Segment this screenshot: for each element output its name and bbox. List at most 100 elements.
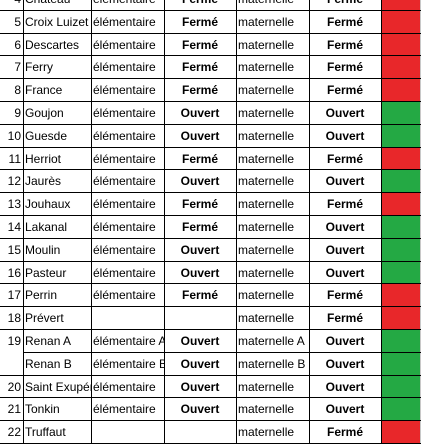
status-color-cell[interactable] xyxy=(381,124,421,148)
nursery-status-cell[interactable]: Fermé xyxy=(326,14,364,29)
elementary-status-cell[interactable]: Fermé xyxy=(181,288,219,303)
school-name-cell[interactable]: Pasteur xyxy=(25,265,67,280)
school-name-cell[interactable]: Herriot xyxy=(25,151,62,166)
school-type-cell[interactable]: élémentaire xyxy=(93,174,156,189)
row-number-cell[interactable]: 19 xyxy=(7,334,21,348)
nursery-status-cell[interactable]: Ouvert xyxy=(325,174,365,189)
elementary-status-cell[interactable]: Fermé xyxy=(181,83,219,98)
elementary-status-cell[interactable]: Ouvert xyxy=(180,128,220,143)
nursery-type-cell[interactable]: maternelle xyxy=(238,311,295,326)
school-name-cell[interactable]: Saint Exupéry xyxy=(25,379,91,394)
row-number-cell[interactable]: 9 xyxy=(14,106,21,120)
school-type-cell[interactable]: élémentaire xyxy=(93,197,156,212)
school-type-cell[interactable]: élémentaire xyxy=(93,14,156,29)
status-color-cell[interactable] xyxy=(381,375,421,399)
nursery-type-cell[interactable]: maternelle xyxy=(238,242,295,257)
nursery-status-cell[interactable]: Fermé xyxy=(326,311,364,326)
nursery-status-cell[interactable]: Fermé xyxy=(326,37,364,52)
status-color-cell[interactable] xyxy=(381,307,421,330)
row-number-cell[interactable]: 5 xyxy=(14,14,21,29)
nursery-status-cell[interactable]: Ouvert xyxy=(325,334,365,348)
elementary-status-cell[interactable]: Ouvert xyxy=(180,106,220,120)
school-type-cell[interactable]: élémentaire xyxy=(93,60,156,75)
nursery-type-cell[interactable]: maternelle B xyxy=(238,356,306,371)
nursery-type-cell[interactable]: maternelle xyxy=(238,402,295,417)
nursery-type-cell[interactable]: maternelle A xyxy=(238,334,305,348)
nursery-status-cell[interactable]: Ouvert xyxy=(325,242,365,257)
nursery-type-cell[interactable]: maternelle xyxy=(238,220,295,234)
nursery-status-cell[interactable]: Fermé xyxy=(326,83,364,98)
school-name-cell[interactable]: France xyxy=(25,83,63,98)
school-type-cell[interactable]: élémentaire xyxy=(93,151,156,166)
row-number-cell[interactable]: 14 xyxy=(7,220,21,234)
school-type-cell[interactable]: élémentaire xyxy=(93,402,156,417)
elementary-status-cell[interactable]: Fermé xyxy=(181,151,219,166)
nursery-status-cell[interactable]: Ouvert xyxy=(325,356,365,371)
elementary-status-cell[interactable]: Ouvert xyxy=(180,379,220,394)
school-name-cell[interactable]: Tonkin xyxy=(25,402,60,417)
elementary-status-cell[interactable]: Fermé xyxy=(181,197,219,212)
school-type-cell[interactable]: élémentaire A xyxy=(93,334,164,348)
status-color-cell[interactable] xyxy=(381,33,421,57)
nursery-status-cell[interactable]: Ouvert xyxy=(325,128,365,143)
elementary-status-cell[interactable]: Ouvert xyxy=(180,265,220,280)
school-type-cell[interactable]: élémentaire xyxy=(93,288,156,303)
nursery-status-cell[interactable]: Fermé xyxy=(326,60,364,75)
school-type-cell[interactable]: élémentaire xyxy=(93,37,156,52)
elementary-status-cell[interactable]: Fermé xyxy=(181,220,219,234)
status-color-cell[interactable] xyxy=(381,170,421,194)
elementary-status-cell[interactable] xyxy=(164,307,236,330)
school-type-cell[interactable]: élémentaire xyxy=(93,128,156,143)
school-type-cell[interactable]: élémentaire xyxy=(93,242,156,257)
nursery-status-cell[interactable]: Fermé xyxy=(326,151,364,166)
row-number-cell[interactable]: 10 xyxy=(7,128,21,143)
nursery-type-cell[interactable]: maternelle xyxy=(238,379,295,394)
elementary-status-cell[interactable]: Ouvert xyxy=(180,402,220,417)
school-type-cell[interactable] xyxy=(91,307,164,330)
nursery-type-cell[interactable]: maternelle xyxy=(236,0,309,11)
school-name-cell[interactable]: Moulin xyxy=(25,242,61,257)
status-color-cell[interactable] xyxy=(381,10,421,34)
nursery-status-cell[interactable]: Ouvert xyxy=(325,106,365,120)
status-color-cell[interactable] xyxy=(381,56,421,80)
elementary-status-cell[interactable]: Ouvert xyxy=(180,174,220,189)
nursery-type-cell[interactable]: maternelle xyxy=(238,14,295,29)
nursery-status-cell[interactable]: Ouvert xyxy=(325,265,365,280)
row-number-cell[interactable]: 8 xyxy=(14,83,21,98)
row-number-cell[interactable]: 6 xyxy=(14,37,21,52)
elementary-status-cell[interactable]: Fermé xyxy=(181,60,219,75)
elementary-status-cell[interactable]: Ouvert xyxy=(180,242,220,257)
status-color-cell[interactable] xyxy=(381,238,421,262)
status-color-cell[interactable] xyxy=(381,79,421,102)
nursery-status-cell[interactable]: Fermé xyxy=(326,197,364,212)
status-color-cell[interactable] xyxy=(381,216,421,239)
status-color-cell[interactable] xyxy=(381,330,421,353)
status-color-cell[interactable] xyxy=(381,284,421,308)
row-number-cell[interactable]: 13 xyxy=(7,197,21,212)
elementary-status-cell[interactable]: Fermé xyxy=(164,0,236,11)
school-name-cell[interactable]: Prévert xyxy=(25,311,64,326)
school-name-cell[interactable]: Lakanal xyxy=(25,220,68,234)
row-number-cell[interactable] xyxy=(0,353,23,376)
nursery-type-cell[interactable]: maternelle xyxy=(238,197,295,212)
elementary-status-cell[interactable]: Fermé xyxy=(181,14,219,29)
nursery-type-cell[interactable]: maternelle xyxy=(238,265,295,280)
school-type-cell[interactable]: élémentaire xyxy=(91,0,164,11)
row-number-cell[interactable]: 18 xyxy=(7,311,21,326)
status-color-cell[interactable] xyxy=(381,398,421,422)
nursery-type-cell[interactable]: maternelle xyxy=(238,174,295,189)
nursery-type-cell[interactable]: maternelle xyxy=(238,106,295,120)
school-name-cell[interactable]: Renan A xyxy=(25,334,72,348)
elementary-status-cell[interactable]: Fermé xyxy=(181,37,219,52)
school-name-cell[interactable]: Renan B xyxy=(25,356,72,371)
row-number-cell[interactable]: 17 xyxy=(7,288,21,303)
school-type-cell[interactable]: élémentaire xyxy=(93,220,156,234)
nursery-type-cell[interactable]: maternelle xyxy=(238,37,295,52)
status-color-cell[interactable] xyxy=(381,102,421,125)
school-type-cell[interactable]: élémentaire xyxy=(93,106,156,120)
school-type-cell[interactable]: élémentaire B xyxy=(93,356,164,371)
school-name-cell[interactable]: Perrin xyxy=(25,288,58,303)
status-color-cell[interactable] xyxy=(381,352,421,376)
nursery-type-cell[interactable]: maternelle xyxy=(238,288,295,303)
nursery-status-cell[interactable]: Fermé xyxy=(309,0,381,11)
